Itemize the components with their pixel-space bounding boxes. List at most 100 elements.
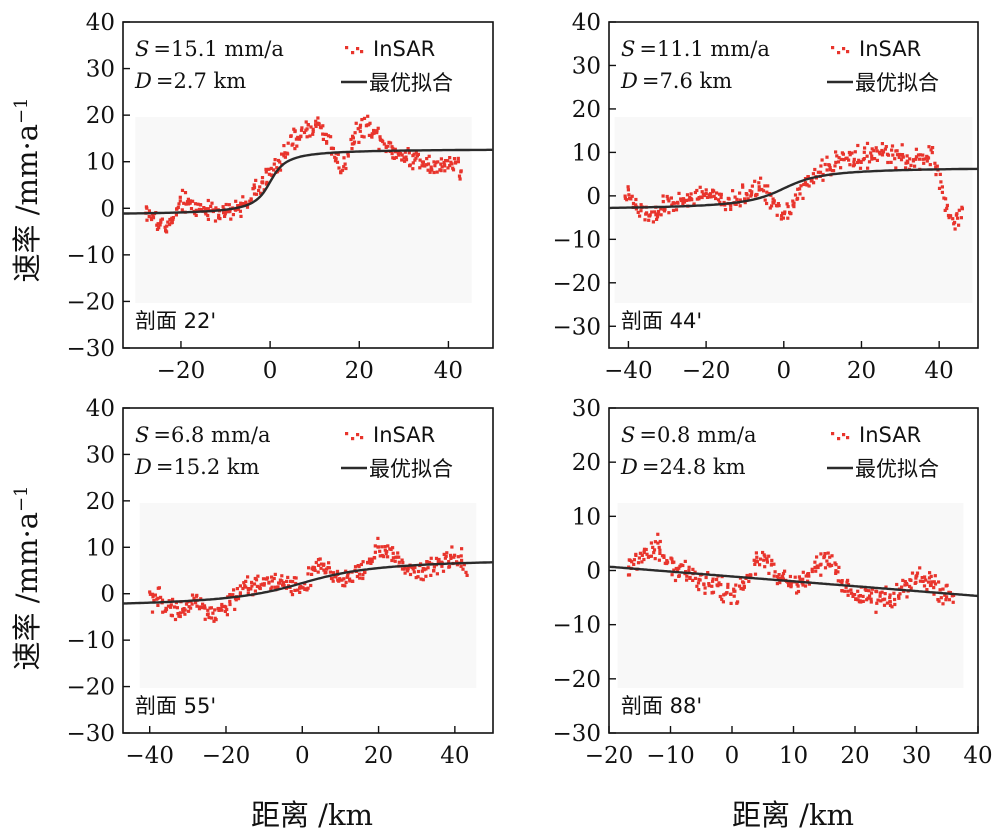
insar-point — [900, 585, 904, 589]
x-tick-label: −20 — [157, 358, 206, 384]
insar-point — [321, 132, 325, 136]
y-tick-label: 20 — [86, 489, 115, 515]
insar-point — [206, 207, 210, 211]
insar-point — [330, 152, 334, 156]
y-tick-label: −20 — [66, 675, 115, 701]
x-tick-label: 0 — [725, 743, 740, 769]
insar-point — [890, 605, 894, 609]
insar-point — [411, 161, 415, 165]
insar-point — [292, 127, 296, 131]
insar-point — [786, 205, 790, 209]
insar-point — [932, 586, 936, 590]
insar-point — [264, 182, 269, 186]
insar-point — [918, 579, 922, 583]
insar-point — [460, 547, 464, 551]
insar-point — [947, 216, 951, 220]
insar-point — [853, 593, 857, 597]
slip-rate-value: =0.8 mm/a — [639, 423, 756, 447]
insar-point — [861, 599, 865, 603]
insar-point — [718, 192, 722, 196]
insar-point — [228, 593, 232, 597]
insar-point — [175, 606, 179, 610]
insar-point — [456, 156, 460, 160]
insar-point — [390, 152, 394, 156]
insar-point — [390, 558, 394, 563]
insar-point — [258, 586, 262, 591]
insar-point — [304, 120, 308, 124]
insar-point — [235, 587, 239, 591]
insar-point — [844, 585, 848, 589]
insar-point — [384, 552, 388, 556]
legend-insar-marker — [846, 436, 850, 440]
insar-point — [218, 217, 222, 221]
insar-point — [278, 581, 282, 585]
insar-point — [176, 612, 180, 616]
legend-insar-marker — [356, 433, 360, 437]
insar-point — [423, 164, 427, 168]
insar-point — [160, 598, 165, 602]
x-tick-label: 40 — [925, 358, 954, 384]
insar-point — [280, 579, 284, 583]
insar-point — [406, 567, 410, 571]
insar-point — [157, 226, 161, 230]
insar-point — [734, 583, 738, 587]
insar-point — [168, 223, 172, 227]
insar-point — [207, 615, 211, 620]
insar-point — [439, 169, 443, 173]
insar-point — [683, 559, 687, 563]
y-tick-label: 40 — [86, 10, 115, 36]
insar-point — [834, 571, 838, 575]
insar-point — [384, 145, 388, 149]
insar-point — [373, 556, 377, 560]
insar-point — [439, 157, 443, 161]
insar-point — [770, 558, 774, 562]
insar-point — [234, 208, 238, 212]
insar-point — [351, 136, 355, 140]
insar-point — [814, 569, 818, 573]
insar-point — [411, 167, 415, 171]
insar-point — [389, 141, 393, 145]
insar-point — [796, 584, 800, 588]
insar-point — [769, 563, 773, 567]
insar-point — [328, 570, 332, 574]
insar-point — [195, 604, 199, 608]
insar-point — [632, 562, 636, 566]
insar-point — [362, 135, 366, 139]
insar-point — [397, 560, 401, 564]
legend-insar-marker — [842, 433, 846, 437]
insar-point — [639, 209, 643, 213]
y-tick-label: −30 — [66, 336, 115, 362]
insar-point — [427, 560, 432, 564]
insar-point — [695, 584, 699, 588]
y-tick-label: −10 — [552, 227, 601, 253]
insar-series — [144, 114, 463, 234]
legend-insar-marker — [831, 46, 835, 50]
insar-point — [238, 584, 242, 588]
insar-point — [807, 184, 811, 188]
insar-point — [639, 203, 643, 207]
insar-point — [743, 197, 747, 201]
insar-point — [329, 135, 333, 139]
insar-point — [426, 168, 430, 172]
insar-point — [225, 613, 229, 617]
y-tick-label: 30 — [572, 396, 601, 422]
insar-point — [149, 216, 153, 220]
insar-point — [787, 581, 791, 585]
insar-point — [820, 158, 824, 162]
insar-point — [360, 134, 364, 138]
insar-point — [392, 156, 396, 160]
insar-point — [765, 190, 769, 194]
insar-point — [257, 188, 261, 193]
insar-point — [872, 149, 876, 153]
best-fit-line — [123, 148, 493, 215]
insar-point — [249, 587, 253, 591]
insar-point — [888, 596, 892, 600]
insar-point — [893, 602, 897, 607]
insar-point — [391, 546, 395, 550]
insar-point — [194, 213, 198, 217]
insar-point — [185, 200, 190, 204]
insar-point — [679, 563, 683, 567]
insar-point — [729, 601, 733, 605]
insar-point — [836, 579, 840, 583]
insar-point — [801, 196, 805, 200]
